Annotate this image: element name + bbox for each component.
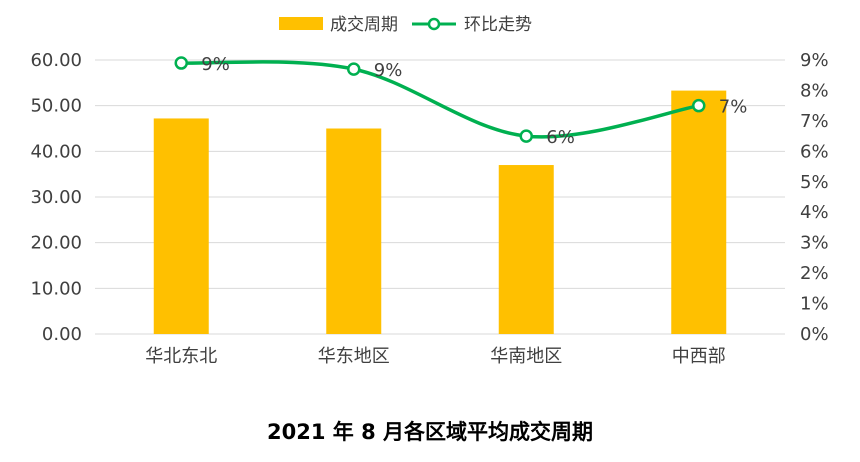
chart: 0.00 10.00 20.00 30.00 40.00 50.00 60.00 0% 1% 2…: [30, 15, 829, 367]
right-tick-label: 9%: [800, 50, 829, 71]
line-series: 9% 9% 6% 7%: [174, 54, 748, 148]
right-tick-label: 7%: [800, 111, 829, 132]
right-tick-label: 6%: [800, 141, 829, 162]
left-axis: 0.00 10.00 20.00 30.00 40.00 50.00 60.00: [30, 50, 82, 345]
legend: 成交周期 环比走势: [279, 15, 532, 35]
data-label: 9%: [374, 60, 403, 81]
legend-line-label: 环比走势: [464, 15, 532, 35]
bar: [498, 165, 554, 334]
left-tick-label: 0.00: [42, 324, 82, 345]
line-point: [174, 56, 188, 70]
right-tick-label: 1%: [800, 294, 829, 315]
legend-bar-swatch: [279, 17, 323, 30]
legend-bar-label: 成交周期: [330, 15, 398, 35]
right-tick-label: 2%: [800, 263, 829, 284]
right-tick-label: 0%: [800, 324, 829, 345]
category-label: 华北东北: [145, 346, 217, 367]
bar: [671, 90, 727, 334]
right-tick-label: 4%: [800, 202, 829, 223]
line-point: [347, 62, 361, 76]
left-tick-label: 40.00: [30, 141, 82, 162]
right-axis: 0% 1% 2% 3% 4% 5% 6% 7% 8% 9%: [800, 50, 829, 345]
data-label: 6%: [546, 127, 575, 148]
data-label: 9%: [201, 54, 230, 75]
line-point: [692, 98, 706, 113]
left-tick-label: 60.00: [30, 50, 82, 71]
bar: [153, 118, 209, 334]
trend-line: [181, 60, 700, 139]
category-label: 中西部: [672, 346, 726, 367]
data-label: 7%: [719, 97, 748, 118]
bar: [326, 128, 382, 334]
left-tick-label: 20.00: [30, 233, 82, 254]
left-tick-label: 30.00: [30, 187, 82, 208]
chart-title: 2021 年 8 月各区域平均成交周期: [267, 420, 593, 444]
legend-line-marker: [427, 17, 441, 31]
category-label: 华东地区: [318, 346, 390, 367]
left-tick-label: 50.00: [30, 96, 82, 117]
right-tick-label: 8%: [800, 80, 829, 101]
left-tick-label: 10.00: [30, 278, 82, 299]
right-tick-label: 5%: [800, 172, 829, 193]
category-label: 华南地区: [490, 346, 562, 367]
line-point: [519, 129, 533, 143]
category-axis: 华北东北 华东地区 华南地区 中西部: [145, 346, 726, 367]
bar-series: [153, 90, 727, 334]
right-tick-label: 3%: [800, 233, 829, 254]
